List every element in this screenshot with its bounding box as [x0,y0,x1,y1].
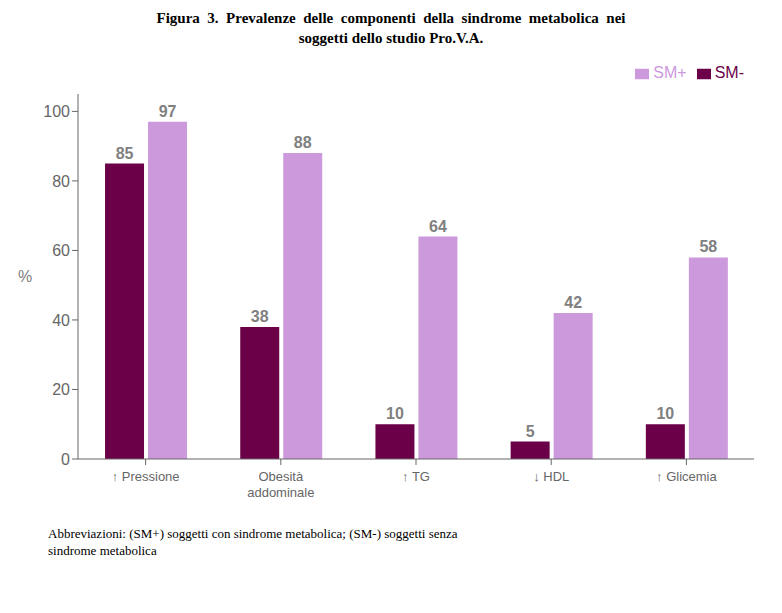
svg-text:42: 42 [564,294,582,311]
svg-text:58: 58 [699,238,717,255]
html-text:Abbreviazioni: (SM+) soggetti: Abbreviazioni: (SM+) soggetti con sindro… [48,526,458,558]
svg-text:↓ HDL: ↓ HDL [533,469,569,484]
svg-text:38: 38 [251,308,269,325]
html-text:SM-: SM- [714,64,744,81]
html-text:SM+: SM+ [653,64,687,81]
svg-text:10: 10 [656,405,674,422]
svg-text:80: 80 [52,173,70,190]
svg-text:↑ Pressione: ↑ Pressione [112,469,180,484]
svg-text:60: 60 [52,242,70,259]
svg-text:40: 40 [52,312,70,329]
svg-text:Obesitàaddominale: Obesitàaddominale [247,469,314,500]
svg-text:85: 85 [116,145,134,162]
svg-text:64: 64 [429,218,447,235]
svg-text:0: 0 [61,451,70,468]
svg-text:97: 97 [159,103,177,120]
svg-text:100: 100 [43,103,70,120]
svg-text:5: 5 [526,423,535,440]
svg-text:↑ Glicemia: ↑ Glicemia [656,469,717,484]
html-text:soggetti dello studio Pro.V.A.: soggetti dello studio Pro.V.A. [298,30,484,46]
svg-text:88: 88 [294,134,312,151]
svg-text:20: 20 [52,381,70,398]
svg-text:10: 10 [386,405,404,422]
svg-text:%: % [18,268,32,285]
html-text:Figura 3. Prevalenze delle com: Figura 3. Prevalenze delle componenti de… [156,10,626,26]
svg-text:↑ TG: ↑ TG [402,469,430,484]
